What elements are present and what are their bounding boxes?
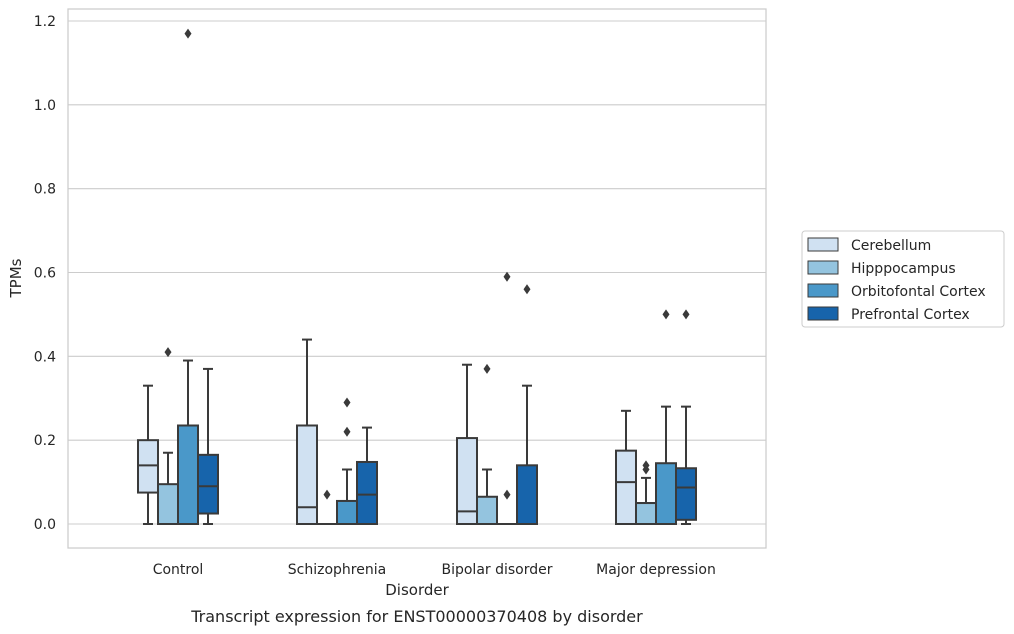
x-tick-label: Schizophrenia — [288, 562, 386, 578]
box-body — [456, 437, 478, 525]
x-tick-label: Major depression — [596, 562, 716, 578]
legend: Cerebellum Hipppocampus Orbitofontal Corte… — [801, 230, 1005, 328]
boxes-layer — [137, 28, 697, 526]
box-body — [197, 453, 219, 515]
box-1-1 — [317, 489, 337, 525]
legend-frame — [801, 230, 1005, 328]
box-body — [675, 467, 697, 521]
outlier-point — [642, 460, 650, 471]
box-1-0 — [157, 347, 179, 526]
y-tick-label: 0.0 — [34, 517, 56, 533]
box-body — [655, 462, 677, 525]
box-body — [296, 424, 318, 525]
box-body — [157, 483, 179, 526]
box-0-3 — [615, 409, 637, 526]
y-tick-label: 0.2 — [34, 433, 56, 449]
legend-label: Hipppocampus — [851, 261, 956, 277]
box-2-1 — [336, 397, 358, 525]
box-body — [635, 502, 657, 525]
outlier-point — [343, 397, 351, 408]
box-3-3 — [675, 309, 697, 525]
outlier-point — [164, 347, 172, 358]
x-tick-label: Bipolar disorder — [441, 562, 552, 578]
box-2-0 — [177, 28, 199, 525]
y-tick-label: 1.2 — [34, 14, 56, 30]
outlier-point — [483, 363, 491, 374]
legend-swatch — [807, 237, 839, 252]
legend-swatch — [807, 283, 839, 298]
box-0-1 — [296, 338, 318, 525]
box-3-1 — [356, 426, 378, 526]
box-body — [356, 460, 378, 526]
legend-label: Prefrontal Cortex — [851, 307, 970, 323]
x-axis-label: Disorder — [385, 581, 449, 599]
x-tick-label: Control — [153, 562, 204, 578]
box-1-2 — [476, 363, 498, 526]
legend-label: Orbitofontal Cortex — [851, 284, 986, 300]
x-tick-labels: Control Schizophrenia Bipolar disorder Majo… — [153, 562, 716, 578]
outlier-point — [184, 28, 192, 39]
legend-swatch — [807, 260, 839, 275]
outlier-point — [682, 309, 690, 320]
outlier-point — [323, 489, 331, 500]
y-tick-label: 1.0 — [34, 98, 56, 114]
box-0-2 — [456, 363, 478, 525]
box-2-2 — [497, 271, 517, 525]
outlier-point — [662, 309, 670, 320]
y-tick-label: 0.6 — [34, 266, 56, 282]
box-3-2 — [516, 284, 538, 526]
y-axis-label: TPMs — [7, 258, 25, 298]
box-body — [476, 495, 498, 526]
outlier-point — [523, 284, 531, 295]
figure-caption: Transcript expression for ENST0000037040… — [190, 607, 643, 626]
y-tick-label: 0.4 — [34, 349, 56, 365]
legend-swatch — [807, 306, 839, 321]
y-tick-label: 0.8 — [34, 182, 56, 198]
outlier-point — [503, 271, 511, 282]
box-body — [177, 424, 199, 525]
box-body — [615, 449, 637, 526]
box-2-3 — [655, 309, 677, 525]
box-body — [516, 464, 538, 526]
outlier-point — [343, 426, 351, 437]
box-0-0 — [137, 384, 159, 525]
box-3-0 — [197, 367, 219, 525]
outlier-point — [503, 489, 511, 500]
legend-label: Cerebellum — [851, 238, 931, 254]
box-body — [137, 439, 159, 494]
y-tick-labels: 0.0 0.2 0.4 0.6 0.8 1.0 1.2 — [34, 14, 56, 533]
plot-frame — [67, 8, 767, 549]
box-body — [336, 499, 358, 525]
box-1-3 — [635, 460, 657, 525]
